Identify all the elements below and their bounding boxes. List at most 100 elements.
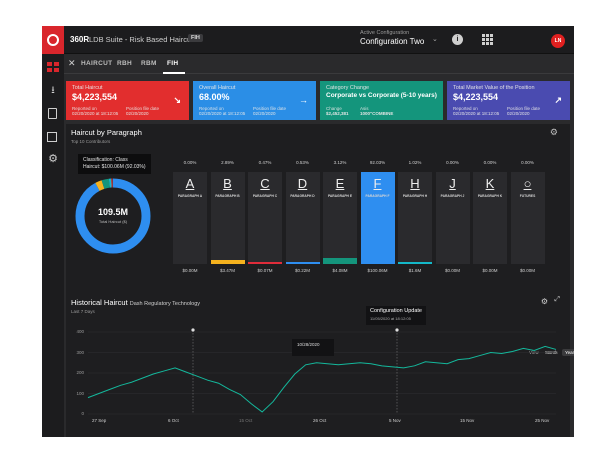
config-selector[interactable]: Active Configuration Configuration Two [360,30,424,46]
gear-icon[interactable]: ⚙ [549,127,558,137]
config-update-tooltip: Configuration Update 11/05/2020 at 18:12:… [366,306,426,325]
card-value: $4,223,554 [72,92,118,102]
range-year[interactable]: Year [562,349,574,356]
module-badge: FIH [188,34,203,42]
paragraph-letter-text: A [185,176,195,191]
paragraph-percent: 0.00% [521,160,534,165]
tooltip-title: Configuration Update [370,308,422,314]
expand-icon[interactable]: ⤢ [554,296,560,303]
paragraph-amount: $0.00M [182,268,198,273]
paragraph-percent: 0.00% [183,160,197,165]
card-sub-label: Change [326,106,342,111]
y-tick-label: 400 [76,329,84,334]
chevron-down-icon[interactable]: ⌄ [432,36,438,43]
paragraph-label: PARAGRAPH F [365,194,390,198]
event-marker [191,328,195,332]
card-category-change[interactable]: Category Change Corporate vs Corporate (… [320,81,443,120]
logo-icon [47,34,59,46]
history-title: Historical Haircut [71,298,128,307]
paragraph-column[interactable]: ○ FUTURES [510,172,545,264]
app-logo[interactable] [42,26,64,54]
y-tick-label: 0 [81,411,84,416]
card-sub-label: Position file date [507,106,541,111]
paragraph-percent: 0.00% [483,160,497,165]
y-tick-label: 100 [76,390,84,396]
table-icon[interactable] [47,132,57,142]
paragraph-amount: $0.22M [294,268,310,273]
hover-date-tooltip: 10/28/2020 [292,339,334,356]
settings-gear-icon[interactable]: ⚙ [48,153,58,165]
suite-title: LDB Suite - Risk Based Haircut [89,35,194,44]
paragraph-column[interactable]: C PARAGRAPH C [248,172,282,264]
paragraph-amount: $0.07M [257,268,273,273]
paragraph-label: FUTURES [519,194,536,198]
card-sub-value: $2,452,381 [326,111,349,116]
paragraph-column[interactable]: D PARAGRAPH D [285,172,320,264]
card-sub-value: 1000"COMBINE [360,111,394,116]
config-value[interactable]: Configuration Two [360,37,425,46]
x-tick-label: 15 Nov [460,418,475,423]
active-tab-indicator [163,72,185,74]
hover-date: 10/28/2020 [297,342,320,347]
panel-subtitle: Last 7 Days [71,309,95,314]
tab-haircut[interactable]: HAIRCUT [81,60,113,67]
paragraph-column[interactable]: K PARAGRAPH K [473,172,507,264]
card-total-market-value[interactable]: Total Market Value of the Position $4,22… [447,81,570,120]
clipboard-icon[interactable] [48,108,57,119]
paragraph-bar [248,262,282,264]
apps-grid-icon[interactable] [482,34,493,45]
paragraph-letter: K [473,176,507,191]
arrow-down-right-icon: ↘ [173,95,181,105]
close-icon[interactable]: ✕ [68,58,76,68]
paragraph-label: PARAGRAPH K [477,194,503,198]
avatar[interactable]: LN [551,34,565,48]
card-overall-haircut[interactable]: Overall Haircut 68.00% Reported on Posit… [193,81,316,120]
panel-subtitle: Top 10 Contributors [71,139,111,144]
paragraph-column[interactable]: A PARAGRAPH A [173,172,207,264]
paragraph-percent: 1.02% [408,160,422,165]
arrow-up-right-icon: ↗ [554,95,562,105]
tab-rbh[interactable]: RBH [117,60,132,67]
donut-label: Total Haircut ($) [98,219,128,224]
paragraph-percent: 0.47% [258,160,272,165]
paragraph-percent: 2.89% [221,160,234,165]
dashboard-icon[interactable] [47,62,59,72]
paragraph-column[interactable]: F PARAGRAPH F [360,172,395,264]
sidebar: ⭳ ⚙ [42,54,64,437]
x-tick-label: 6 Oct [168,418,179,423]
tab-fih[interactable]: FIH [167,60,179,67]
paragraph-label: PARAGRAPH B [215,194,240,198]
info-icon[interactable]: i [452,34,463,45]
card-title: Total Haircut [72,85,103,91]
paragraph-percent: 0.53% [296,160,309,165]
paragraph-amount: $0.00M [519,268,535,273]
paragraph-percent: 0.00% [446,160,459,165]
paragraph-label: PARAGRAPH H [402,194,428,198]
paragraph-letter: E [323,176,357,191]
paragraph-bar [398,261,432,264]
x-tick-label: 15 Oct [239,418,253,423]
paragraph-percent: 3.12% [333,160,347,165]
paragraph-label: PARAGRAPH D [290,194,315,198]
paragraph-column[interactable]: H PARAGRAPH H [398,172,432,264]
gear-icon[interactable]: ⚙ [540,297,548,306]
paragraph-column[interactable]: B PARAGRAPH B [210,172,245,264]
paragraph-letter-text: H [410,176,420,191]
paragraph-amount: $1.6M [408,268,422,273]
card-sub-value: 02/20/2020 [253,111,276,116]
paragraph-column[interactable]: E PARAGRAPH E [323,172,357,264]
card-sub-value: 02/20/2020 at 18:12:05 [453,111,500,116]
paragraph-letter: D [286,176,320,191]
card-sub-value: 02/20/2020 [126,111,149,116]
paragraph-letter: J [436,176,470,191]
paragraph-column[interactable]: J PARAGRAPH J [435,172,470,264]
panel-title: Historical Haircut Dash Regulatory Techn… [71,298,200,307]
history-title-sub: Dash Regulatory Technology [129,301,201,307]
download-icon[interactable]: ⭳ [51,85,55,96]
card-total-haircut[interactable]: Total Haircut $4,223,554 Reported on Pos… [66,81,189,120]
top-bar: 360R LDB Suite - Risk Based Haircut FIH … [42,26,574,54]
paragraph-letter: ○ [511,176,545,191]
card-title: Total Market Value of the Position [453,85,535,91]
tab-rbm[interactable]: RBM [141,60,157,67]
